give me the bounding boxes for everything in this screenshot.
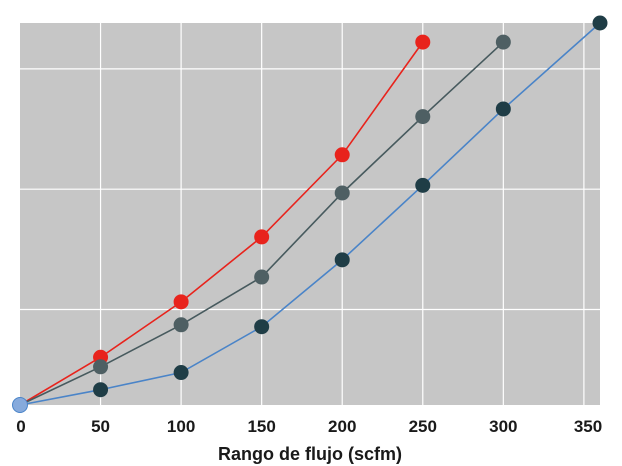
data-point-s2-3 — [254, 319, 270, 335]
x-tick-label-6: 300 — [489, 417, 517, 436]
data-point-s0-5 — [415, 34, 431, 50]
origin-point — [12, 397, 28, 413]
data-point-s1-4 — [334, 185, 350, 201]
series-line-2 — [19, 22, 601, 406]
x-tick-label-2: 100 — [167, 417, 195, 436]
x-tick-label-0: 0 — [16, 417, 25, 436]
data-point-s1-6 — [495, 34, 511, 50]
data-point-s2-6 — [495, 101, 511, 117]
data-points — [12, 15, 608, 413]
plot-background — [20, 23, 600, 405]
x-axis-ticks: 0 50 100 150 200 250 300 350 — [16, 417, 602, 436]
data-point-s0-4 — [334, 147, 350, 163]
grid-lines — [20, 23, 600, 405]
data-point-s0-2 — [173, 294, 189, 310]
x-axis-label: Rango de flujo (scfm) — [218, 444, 402, 464]
series-line-0 — [19, 41, 424, 406]
data-point-s1-2 — [173, 317, 189, 333]
data-point-s0-3 — [254, 229, 270, 245]
data-point-s1-3 — [254, 269, 270, 285]
x-tick-label-4: 200 — [328, 417, 356, 436]
data-point-s2-7 — [592, 15, 608, 31]
data-point-s1-5 — [415, 109, 431, 125]
data-point-s1-1 — [93, 359, 109, 375]
data-point-s2-5 — [415, 177, 431, 193]
data-point-s2-2 — [173, 365, 189, 381]
x-tick-label-1: 50 — [91, 417, 110, 436]
data-point-s2-1 — [93, 382, 109, 398]
x-tick-label-5: 250 — [409, 417, 437, 436]
x-tick-label-3: 150 — [247, 417, 275, 436]
x-tick-label-7: 350 — [574, 417, 602, 436]
data-point-s2-4 — [334, 252, 350, 268]
